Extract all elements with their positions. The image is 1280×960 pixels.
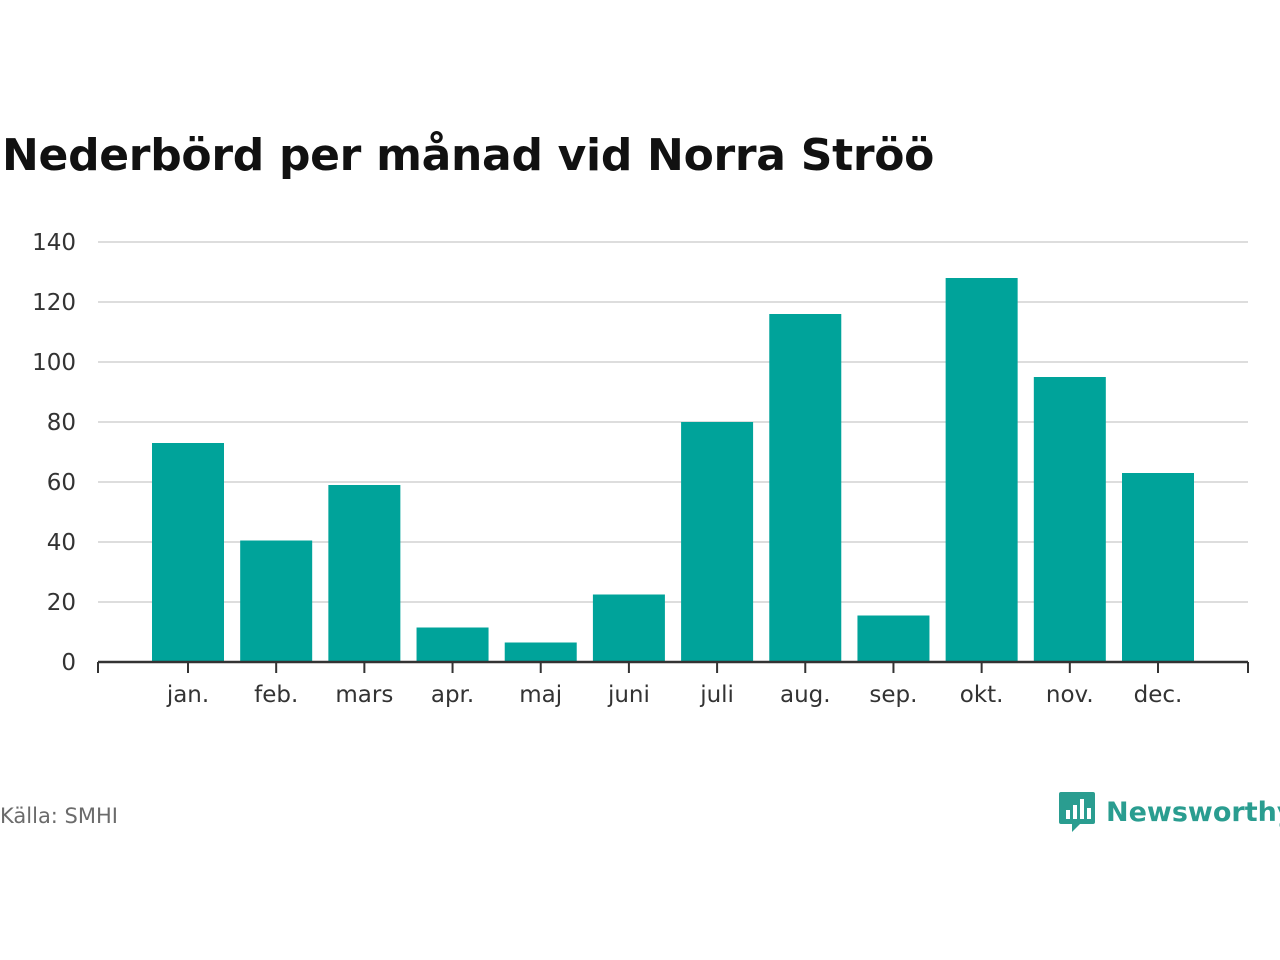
bar <box>504 642 577 662</box>
x-tick-label: feb. <box>254 682 298 708</box>
source-note: Källa: SMHI <box>0 804 118 828</box>
x-tick-label: sep. <box>869 682 917 708</box>
x-tick-label: juli <box>699 682 734 708</box>
bar <box>857 615 930 662</box>
x-axis-labels: jan. feb. mars apr. maj juni juli aug. sep. okt. n… <box>166 682 1183 708</box>
bar <box>592 594 665 662</box>
bar <box>416 627 489 662</box>
brand-name: Newsworthy <box>1106 796 1280 828</box>
bar <box>681 422 754 662</box>
x-tick-label: aug. <box>780 682 831 708</box>
x-tick-label: nov. <box>1046 682 1094 708</box>
bar <box>152 443 224 662</box>
bar <box>945 278 1018 662</box>
bar <box>1033 377 1106 662</box>
bar-chart: 0 20 40 60 80 100 120 140 jan. feb. mars apr. maj ju… <box>32 230 1249 708</box>
x-axis <box>97 660 1249 673</box>
x-tick-label: juni <box>607 682 650 708</box>
y-tick-label: 0 <box>61 650 76 676</box>
bar <box>769 314 842 662</box>
x-tick-label: maj <box>519 682 562 708</box>
bar <box>1122 473 1194 662</box>
x-tick-label: mars <box>335 682 393 708</box>
y-tick-label: 120 <box>32 290 76 316</box>
y-tick-label: 20 <box>47 590 76 616</box>
y-tick-label: 80 <box>47 410 76 436</box>
y-tick-label: 60 <box>47 470 76 496</box>
x-tick-label: dec. <box>1134 682 1183 708</box>
bar <box>328 485 401 662</box>
y-tick-label: 140 <box>32 230 76 256</box>
bars <box>152 278 1194 662</box>
chart-title: Nederbörd per månad vid Norra Ströö <box>2 130 935 181</box>
bar-chart-bubble-icon <box>1059 792 1095 832</box>
x-tick-label: apr. <box>431 682 474 708</box>
y-axis-labels: 0 20 40 60 80 100 120 140 <box>32 230 76 676</box>
x-tick-label: okt. <box>960 682 1004 708</box>
y-tick-label: 40 <box>47 530 76 556</box>
x-tick-label: jan. <box>166 682 209 708</box>
bar <box>240 540 313 662</box>
y-tick-label: 100 <box>32 350 76 376</box>
brand-logo: Newsworthy <box>1058 790 1280 834</box>
